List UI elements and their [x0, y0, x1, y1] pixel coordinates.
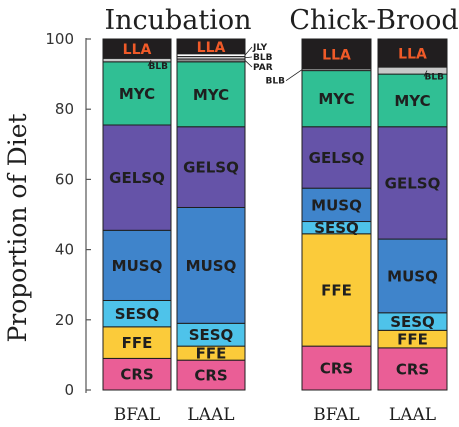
- segment-gelsq: [301, 126, 372, 189]
- segment-label-musq: MUSQ: [387, 267, 438, 285]
- y-tick-label: 20: [55, 311, 74, 329]
- y-tick-label: 100: [45, 30, 74, 48]
- segment-label-musq: MUSQ: [112, 257, 163, 275]
- segment-label-myc: MYC: [119, 85, 155, 103]
- segment-lla: [301, 38, 372, 70]
- segment-lla: [102, 38, 172, 59]
- x-tick-label: LAAL: [187, 405, 234, 425]
- segment-myc: [176, 61, 246, 128]
- leader-line: [285, 69, 303, 82]
- y-axis-label: Proportion of Diet: [3, 113, 32, 342]
- segment-musq: [301, 187, 372, 223]
- segment-label-ffe: FFE: [196, 345, 227, 363]
- segment-label-gelsq: GELSQ: [309, 149, 365, 167]
- segment-label-crs: CRS: [120, 366, 153, 384]
- segment-label-crs: CRS: [194, 367, 227, 385]
- segment-label-sesq: SESQ: [314, 219, 359, 237]
- segment-label-ffe: FFE: [321, 281, 352, 299]
- segment-label-myc: MYC: [193, 86, 229, 104]
- segment-label-blb: BLB: [253, 53, 273, 63]
- segment-sesq: [102, 299, 172, 328]
- segment-label-crs: CRS: [396, 360, 429, 378]
- segment-lla: [377, 38, 448, 68]
- segment-myc: [102, 61, 172, 126]
- x-tick-label: BFAL: [114, 405, 160, 425]
- segment-gelsq: [102, 124, 172, 231]
- segment-myc: [301, 70, 372, 128]
- segment-label-lla: LLA: [398, 47, 427, 63]
- segment-label-lla: LLA: [322, 47, 351, 63]
- segment-ffe: [301, 233, 372, 347]
- segment-label-blb: BLB: [149, 62, 169, 72]
- segment-label-musq: MUSQ: [186, 257, 237, 275]
- leader-line: [244, 60, 253, 68]
- segment-label-musq: MUSQ: [311, 196, 362, 214]
- segment-ffe: [102, 326, 172, 359]
- segment-crs: [377, 347, 448, 391]
- bar-chick-brood-bfal: CRS FFE SESQ MUSQ GELSQ MYC LLA BLB BFAL: [266, 38, 372, 425]
- segment-label-ffe: FFE: [122, 334, 153, 352]
- leader-line: [147, 59, 152, 67]
- segment-musq: [377, 238, 448, 314]
- segment-label-crs: CRS: [320, 360, 353, 378]
- segment-musq: [176, 206, 246, 324]
- x-tick-label: LAAL: [389, 405, 436, 425]
- segment-crs: [102, 357, 172, 391]
- leader-line: [423, 70, 428, 77]
- leader-line: [244, 46, 253, 56]
- x-tick-label: BFAL: [313, 405, 359, 425]
- group-title-chick-brood: Chick-Brood: [289, 5, 458, 36]
- segment-label-blb: BLB: [266, 77, 286, 87]
- segment-crs: [176, 359, 246, 391]
- segment-label-myc: MYC: [318, 90, 354, 108]
- segment-label-lla: LLA: [197, 40, 226, 56]
- segment-label-ffe: FFE: [397, 331, 428, 349]
- segment-lla: [176, 38, 246, 55]
- y-tick-label: 0: [64, 381, 74, 399]
- group-title-incubation: Incubation: [104, 5, 251, 36]
- segment-label-myc: MYC: [394, 92, 430, 110]
- segment-label-par: PAR: [253, 63, 273, 73]
- segment-label-gelsq: GELSQ: [109, 169, 165, 187]
- segment-gelsq: [377, 126, 448, 240]
- leader-line: [244, 56, 253, 59]
- segment-label-sesq: SESQ: [390, 313, 435, 331]
- segment-label-blb: BLB: [425, 73, 445, 83]
- segment-label-lla: LLA: [123, 42, 152, 58]
- segment-gelsq: [176, 126, 246, 208]
- segment-myc: [377, 73, 448, 128]
- segment-label-gelsq: GELSQ: [183, 159, 239, 177]
- y-tick-label: 60: [55, 170, 74, 188]
- segment-label-sesq: SESQ: [189, 326, 234, 344]
- bar-incubation-bfal: CRS FFE SESQ MUSQ GELSQ MYC LLA BLB BFAL: [102, 38, 172, 425]
- y-tick-label: 40: [55, 241, 74, 259]
- segment-crs: [301, 345, 372, 391]
- segment-label-jly: JLY: [252, 43, 268, 53]
- segment-musq: [102, 229, 172, 301]
- segment-label-gelsq: GELSQ: [385, 174, 441, 192]
- y-tick-label: 80: [55, 100, 74, 118]
- segment-label-sesq: SESQ: [115, 305, 160, 323]
